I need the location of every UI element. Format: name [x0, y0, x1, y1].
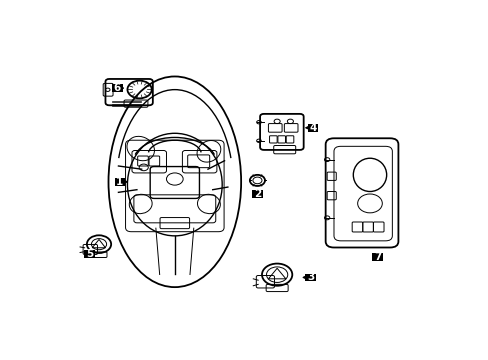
Text: 7: 7: [373, 252, 381, 262]
FancyBboxPatch shape: [305, 274, 315, 281]
FancyBboxPatch shape: [252, 190, 262, 198]
FancyBboxPatch shape: [307, 124, 318, 132]
FancyBboxPatch shape: [114, 178, 125, 186]
FancyBboxPatch shape: [112, 84, 122, 92]
Text: 2: 2: [253, 189, 261, 199]
FancyBboxPatch shape: [84, 250, 95, 258]
Text: 3: 3: [306, 273, 313, 283]
Text: 4: 4: [309, 123, 316, 133]
Text: 6: 6: [113, 83, 121, 93]
Text: 5: 5: [86, 249, 93, 259]
Text: 1: 1: [116, 177, 123, 187]
FancyBboxPatch shape: [371, 253, 382, 261]
